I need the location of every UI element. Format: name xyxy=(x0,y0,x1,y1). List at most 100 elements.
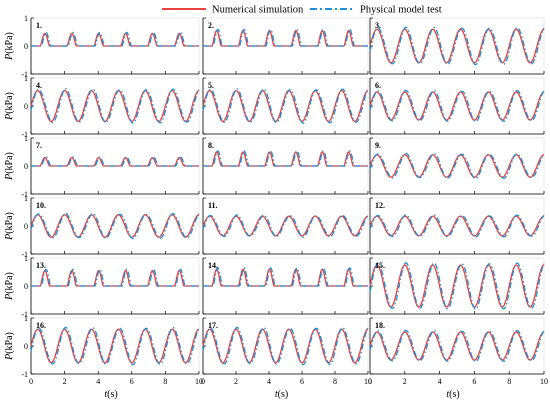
panel-label: 11. xyxy=(208,201,218,210)
x-tick-label: 8 xyxy=(163,377,167,386)
panel-frame xyxy=(369,137,545,195)
y-tick-label: 1 xyxy=(24,134,28,143)
series-physical-model-test xyxy=(30,326,200,366)
panel-8: 8. xyxy=(202,137,369,195)
panel-label: 2. xyxy=(208,21,214,30)
series-numerical-simulation xyxy=(369,331,545,361)
series-physical-model-test xyxy=(202,214,369,238)
series-physical-model-test xyxy=(369,152,545,180)
x-axis-title-3: t(s) xyxy=(446,389,459,400)
panel-frame xyxy=(30,77,200,135)
panel-11: 11. xyxy=(202,197,369,255)
x-tick-label: 8 xyxy=(507,377,511,386)
y-axis-title-5: P(kPa) xyxy=(4,272,15,301)
x-tick-label: 2 xyxy=(63,377,67,386)
y-axis-title-4: P(kPa) xyxy=(4,212,15,241)
x-tick-label: 4 xyxy=(267,377,271,386)
series-physical-model-test xyxy=(31,31,199,47)
panel-frame xyxy=(369,197,545,255)
panel-frame xyxy=(30,317,200,375)
panel-6: 6. xyxy=(369,77,545,135)
legend: Numerical simulation Physical model test xyxy=(162,5,442,16)
x-tick-label: 4 xyxy=(438,377,442,386)
x-tick-label: 6 xyxy=(130,377,134,386)
panel-label: 7. xyxy=(36,141,42,150)
series-physical-model-test xyxy=(369,262,545,310)
panel-7: -1 0 1 7. xyxy=(21,134,200,199)
y-axis-title-6: P(kPa) xyxy=(4,332,15,361)
panel-12: 12. xyxy=(369,197,545,255)
y-tick-label: -1 xyxy=(21,70,28,79)
y-axis-title-3: P(kPa) xyxy=(4,152,15,181)
panel-frame xyxy=(369,317,545,375)
panel-14: 14. xyxy=(202,257,369,315)
series-numerical-simulation xyxy=(202,89,369,123)
series-physical-model-test xyxy=(203,150,368,167)
y-tick-label: 0 xyxy=(24,102,28,111)
x-tick-label: 0 xyxy=(368,377,372,386)
panel-label: 16. xyxy=(36,321,46,330)
y-axis-title-2: P(kPa) xyxy=(4,92,15,121)
legend-label-2: Physical model test xyxy=(360,5,442,16)
panel-2: 2. xyxy=(202,17,369,75)
y-tick-label: 0 xyxy=(24,162,28,171)
series-physical-model-test xyxy=(369,214,545,238)
panel-frame xyxy=(369,17,545,75)
x-tick-label: 6 xyxy=(472,377,476,386)
y-tick-label: 0 xyxy=(24,42,28,51)
panel-4: -1 0 1 4. xyxy=(21,74,200,139)
panel-label: 3. xyxy=(375,21,381,30)
panel-label: 9. xyxy=(375,141,381,150)
panel-label: 10. xyxy=(36,201,46,210)
panel-label: 12. xyxy=(375,201,385,210)
panel-18: 0 2 4 6 8 10 18. xyxy=(368,317,548,386)
series-physical-model-test xyxy=(31,156,199,167)
series-physical-model-test xyxy=(202,88,369,124)
y-tick-label: -1 xyxy=(21,250,28,259)
x-tick-label: 2 xyxy=(234,377,238,386)
panel-label: 6. xyxy=(375,81,381,90)
panel-label: 15. xyxy=(375,261,385,270)
series-physical-model-test xyxy=(369,329,545,363)
x-axis-title-2: t(s) xyxy=(275,389,288,400)
y-tick-label: 1 xyxy=(24,314,28,323)
panel-5: 5. xyxy=(202,77,369,135)
x-tick-label: 10 xyxy=(195,377,203,386)
panel-frame xyxy=(202,197,369,255)
panel-frame xyxy=(30,197,200,255)
panel-17: 0 2 4 6 8 10 17. xyxy=(201,317,372,386)
panel-label: 17. xyxy=(208,321,218,330)
y-tick-label: 1 xyxy=(24,74,28,83)
x-tick-label: 10 xyxy=(364,377,372,386)
panel-1: -1 0 1 1. xyxy=(21,14,200,79)
x-tick-label: 6 xyxy=(300,377,304,386)
series-physical-model-test xyxy=(369,89,545,123)
series-physical-model-test xyxy=(203,28,368,47)
panel-9: 9. xyxy=(369,137,545,195)
series-physical-model-test xyxy=(31,268,199,287)
series-numerical-simulation xyxy=(369,28,545,64)
panel-frame xyxy=(202,317,369,375)
y-axis-title-1: P(kPa) xyxy=(4,32,15,61)
y-tick-label: 0 xyxy=(24,342,28,351)
panel-15: 15. xyxy=(369,257,545,315)
y-tick-label: -1 xyxy=(21,370,28,379)
y-tick-label: 1 xyxy=(24,14,28,23)
series-numerical-simulation xyxy=(31,32,199,47)
panel-frame xyxy=(369,77,545,135)
panel-label: 18. xyxy=(375,321,385,330)
series-physical-model-test xyxy=(30,212,200,240)
series-physical-model-test xyxy=(202,326,369,366)
panel-label: 5. xyxy=(208,81,214,90)
x-tick-label: 10 xyxy=(540,377,548,386)
y-tick-label: -1 xyxy=(21,190,28,199)
panel-label: 14. xyxy=(208,261,218,270)
panel-10: -1 0 1 10. xyxy=(21,194,200,259)
series-physical-model-test xyxy=(203,266,368,287)
series-numerical-simulation xyxy=(369,215,545,237)
panel-13: -1 0 1 13. xyxy=(21,254,200,319)
x-axis-title-1: t(s) xyxy=(104,389,117,400)
